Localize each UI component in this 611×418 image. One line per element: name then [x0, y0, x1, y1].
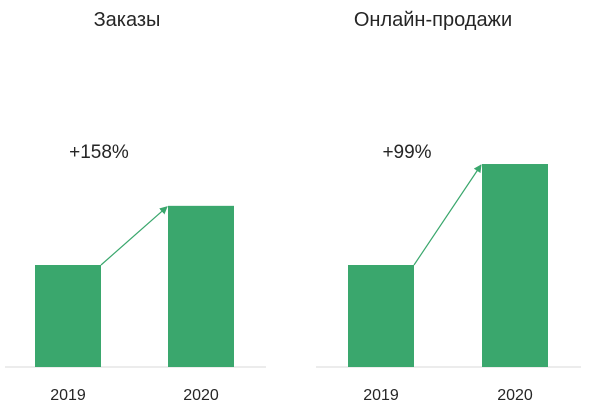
bar-2020: [168, 205, 234, 367]
growth-arrow: [413, 164, 482, 266]
x-tick-label: 2019: [50, 387, 86, 404]
growth-annotation: +158%: [69, 142, 129, 163]
bar-2019: [35, 265, 101, 367]
chart-orders: Заказы +158% 2019 2020: [5, 9, 266, 404]
bars: [35, 205, 234, 367]
bars: [348, 164, 548, 367]
growth-arrow: [100, 206, 168, 266]
bar-2019: [348, 265, 414, 367]
chart-online-sales: Онлайн-продажи +99% 2019 2020: [316, 9, 581, 404]
x-tick-label: 2020: [497, 387, 533, 404]
chart-title: Заказы: [94, 9, 161, 31]
growth-annotation: +99%: [382, 142, 431, 163]
x-tick-label: 2019: [363, 387, 399, 404]
chart-title: Онлайн-продажи: [354, 9, 512, 31]
x-tick-label: 2020: [183, 387, 219, 404]
bar-2020: [482, 164, 548, 367]
